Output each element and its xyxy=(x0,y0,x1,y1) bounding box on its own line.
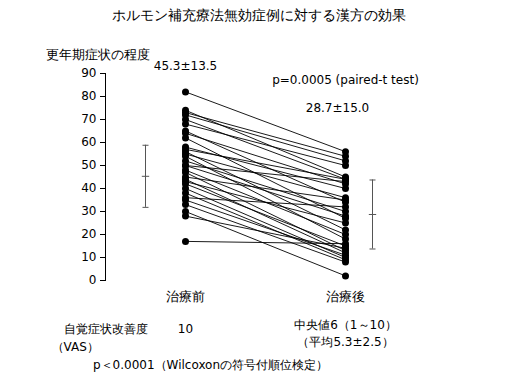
svg-text:90: 90 xyxy=(81,66,96,80)
svg-text:20: 20 xyxy=(81,227,96,241)
svg-text:10: 10 xyxy=(81,250,96,264)
svg-text:30: 30 xyxy=(81,204,96,218)
svg-text:（平均5.3±2.5）: （平均5.3±2.5） xyxy=(297,335,393,349)
svg-text:自覚症状改善度: 自覚症状改善度 xyxy=(64,322,148,336)
svg-text:中央値6（1～10）: 中央値6（1～10） xyxy=(294,318,397,332)
html-text:ホルモン補充療法無効症例に対する漢方の効果: ホルモン補充療法無効症例に対する漢方の効果 xyxy=(112,7,406,23)
svg-text:80: 80 xyxy=(81,89,96,103)
svg-text:50: 50 xyxy=(81,158,96,172)
svg-text:10: 10 xyxy=(178,322,193,336)
svg-text:0: 0 xyxy=(89,273,97,287)
svg-text:p＜0.0001（Wilcoxonの符号付順位検定）: p＜0.0001（Wilcoxonの符号付順位検定） xyxy=(93,358,328,372)
svg-text:p=0.0005 (paired-t test): p=0.0005 (paired-t test) xyxy=(272,73,419,87)
svg-text:40: 40 xyxy=(81,181,96,195)
svg-text:28.7±15.0: 28.7±15.0 xyxy=(306,101,370,115)
svg-text:治療後: 治療後 xyxy=(326,289,365,304)
svg-text:治療前: 治療前 xyxy=(166,289,205,304)
svg-text:45.3±13.5: 45.3±13.5 xyxy=(154,59,218,73)
svg-text:（VAS）: （VAS） xyxy=(52,340,99,354)
svg-text:更年期症状の程度: 更年期症状の程度 xyxy=(46,47,150,62)
svg-text:70: 70 xyxy=(81,112,96,126)
svg-text:60: 60 xyxy=(81,135,96,149)
